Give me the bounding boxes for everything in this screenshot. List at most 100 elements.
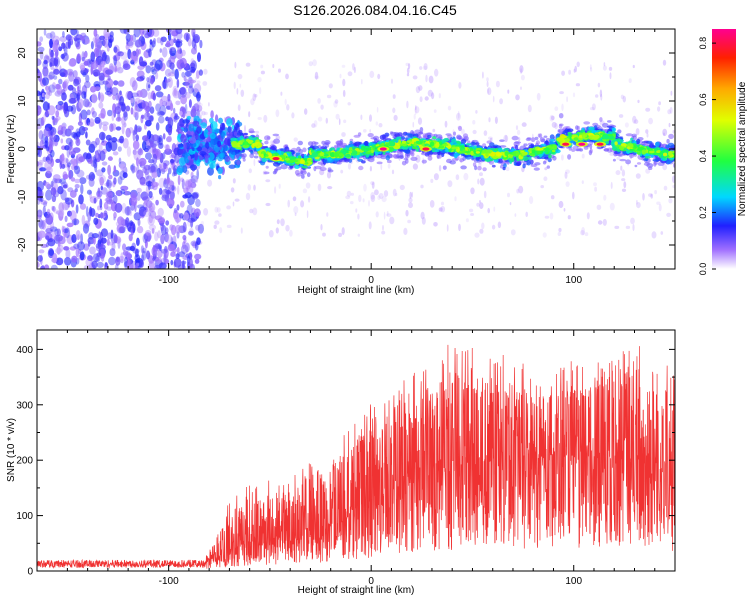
- noise-speck: [130, 107, 134, 115]
- faint-speck: [230, 187, 235, 193]
- signal-mark: [460, 165, 467, 170]
- noise-speck: [178, 251, 186, 258]
- noise-speck: [182, 194, 189, 199]
- noise-speck: [156, 37, 162, 44]
- signal-mark: [571, 148, 576, 152]
- faint-speck: [516, 129, 521, 136]
- noise-speck: [79, 64, 86, 71]
- onset-mark: [207, 152, 215, 161]
- signal-mark: [243, 132, 248, 136]
- noise-speck: [148, 191, 153, 199]
- noise-speck: [119, 29, 128, 34]
- faint-speck: [576, 61, 580, 68]
- signal-mark: [648, 166, 653, 170]
- noise-speck: [143, 135, 149, 141]
- noise-speck: [115, 221, 120, 227]
- faint-speck: [632, 224, 635, 231]
- noise-speck: [170, 251, 176, 257]
- noise-speck: [92, 159, 98, 169]
- noise-speck: [97, 205, 101, 211]
- noise-speck: [145, 152, 152, 160]
- faint-speck: [233, 81, 236, 90]
- faint-speck: [657, 106, 661, 112]
- faint-speck: [603, 62, 606, 67]
- signal-mark: [431, 149, 435, 153]
- signal-mark: [439, 136, 443, 140]
- faint-speck: [278, 68, 281, 73]
- faint-speck: [564, 171, 568, 179]
- faint-speck: [486, 77, 489, 82]
- noise-speck: [67, 125, 74, 131]
- noise-speck: [49, 38, 53, 49]
- faint-speck: [214, 220, 220, 225]
- signal-mark: [427, 134, 432, 139]
- noise-speck: [81, 56, 86, 62]
- faint-speck: [196, 80, 201, 85]
- noise-speck: [105, 69, 113, 75]
- faint-speck: [515, 125, 519, 130]
- faint-speck: [567, 215, 571, 220]
- faint-speck: [218, 213, 222, 217]
- noise-speck: [117, 176, 123, 185]
- noise-speck: [105, 78, 114, 88]
- signal-mark: [530, 164, 538, 168]
- onset-mark: [215, 114, 219, 123]
- signal-mark: [625, 133, 633, 137]
- noise-speck: [167, 167, 172, 175]
- noise-speck: [168, 180, 175, 187]
- faint-speck: [481, 222, 485, 230]
- noise-speck: [55, 158, 61, 163]
- noise-speck: [119, 96, 125, 106]
- noise-speck: [165, 144, 170, 152]
- noise-speck: [135, 48, 140, 57]
- noise-speck: [113, 195, 118, 204]
- faint-speck: [447, 180, 453, 188]
- faint-speck: [602, 218, 607, 226]
- faint-speck: [369, 129, 372, 133]
- signal-mark: [349, 138, 354, 142]
- noise-speck: [129, 210, 133, 217]
- faint-speck: [305, 182, 311, 189]
- faint-speck: [268, 230, 274, 238]
- noise-speck: [169, 158, 175, 164]
- noise-speck: [151, 171, 158, 178]
- noise-speck: [191, 38, 197, 49]
- noise-speck: [139, 75, 146, 81]
- noise-speck: [120, 163, 126, 171]
- faint-speck: [232, 201, 235, 207]
- faint-speck: [203, 111, 208, 116]
- noise-speck: [60, 72, 66, 77]
- noise-speck: [185, 110, 193, 119]
- noise-speck: [151, 246, 157, 257]
- faint-speck: [392, 94, 396, 99]
- faint-speck: [280, 91, 283, 96]
- noise-speck: [164, 232, 169, 243]
- noise-speck: [106, 199, 115, 205]
- noise-speck: [60, 153, 65, 162]
- signal-mark: [397, 132, 403, 137]
- noise-speck: [149, 165, 157, 174]
- noise-speck: [54, 178, 63, 184]
- noise-speck: [109, 248, 116, 257]
- faint-speck: [515, 94, 520, 101]
- noise-speck: [147, 163, 156, 174]
- noise-speck: [87, 121, 95, 127]
- onset-mark: [226, 133, 233, 140]
- faint-speck: [672, 184, 675, 189]
- noise-speck: [102, 80, 109, 85]
- noise-speck: [157, 207, 164, 217]
- faint-speck: [438, 165, 442, 172]
- noise-speck: [71, 255, 78, 263]
- noise-speck: [179, 213, 184, 219]
- noise-speck: [39, 50, 44, 60]
- noise-speck: [61, 92, 67, 101]
- faint-speck: [293, 137, 298, 142]
- signal-mark: [438, 152, 442, 156]
- signal-mark: [345, 145, 352, 148]
- faint-speck: [420, 211, 425, 220]
- noise-speck: [86, 117, 91, 126]
- noise-speck: [157, 230, 162, 239]
- noise-speck: [171, 172, 176, 177]
- faint-speck: [304, 108, 308, 115]
- signal-mark: [427, 155, 433, 161]
